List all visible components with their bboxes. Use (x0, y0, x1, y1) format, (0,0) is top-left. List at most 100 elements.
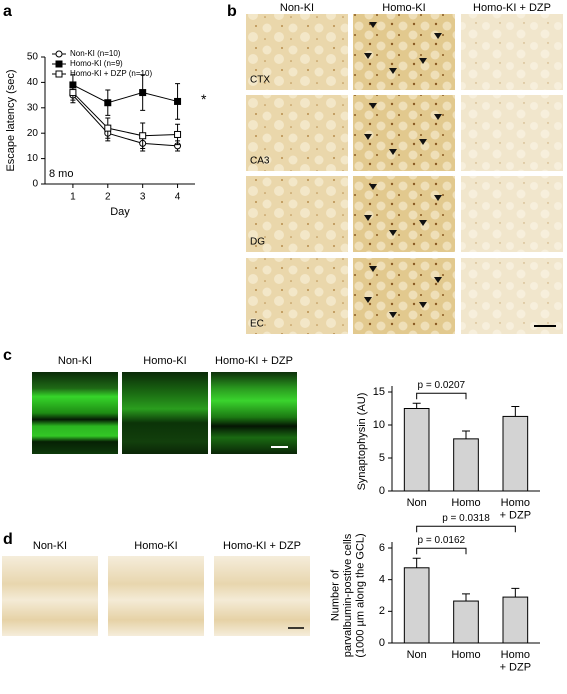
legend-marker (55, 60, 63, 68)
x-tick-label: 1 (70, 192, 76, 203)
image (461, 14, 563, 90)
arrowhead (389, 230, 397, 236)
arrowhead (419, 139, 427, 145)
bar (403, 567, 430, 644)
y-axis-label: Escape latency (sec) (5, 69, 17, 171)
bar (453, 600, 479, 644)
image (461, 95, 563, 171)
arrowhead (369, 103, 377, 109)
x-tick-label: Homo (451, 649, 480, 661)
image (461, 258, 563, 334)
legend-label: Homo-KI (n=9) (70, 59, 123, 68)
arrowhead (434, 277, 442, 283)
arrowhead (369, 184, 377, 190)
image (353, 258, 455, 334)
column-label: Non-KI (280, 2, 314, 14)
marker (104, 99, 112, 107)
image (32, 372, 118, 454)
image (246, 176, 348, 252)
x-tick-label: Homo (451, 497, 480, 509)
y-tick-label: 30 (27, 102, 39, 113)
arrowhead (364, 297, 372, 303)
image (108, 556, 204, 636)
error-bar (462, 430, 470, 439)
column-label: Homo-KI (382, 2, 425, 14)
series-line (72, 84, 178, 104)
row-label: CA3 (250, 156, 270, 167)
error-bar (511, 406, 520, 417)
y-axis-label: Number ofparvalbumin-postive cells(1000 … (329, 533, 366, 657)
panel-letter: a (3, 3, 12, 20)
image (211, 372, 297, 454)
image (2, 556, 98, 636)
arrowhead (419, 220, 427, 226)
image-label: Homo-KI (143, 355, 186, 367)
error-bar (412, 402, 421, 409)
bar (453, 438, 479, 492)
image (246, 258, 348, 334)
y-tick-label: 0 (379, 485, 385, 497)
arrowhead (434, 33, 442, 39)
image-label: Non-KI (58, 355, 92, 367)
marker (104, 124, 112, 132)
panel-b: Non-KI Homo-KI Homo-KI + DZP CTX CA3 DG … (246, 2, 563, 334)
arrowhead (434, 114, 442, 120)
x-tick-label: 3 (140, 192, 146, 203)
y-tick-label: 50 (27, 52, 39, 63)
series-line (72, 94, 178, 147)
annotation: 8 mo (49, 168, 73, 180)
image-label: Homo-KI + DZP (223, 540, 301, 552)
error-bar (412, 557, 421, 568)
x-tick-label: 4 (175, 192, 181, 203)
arrowhead (389, 68, 397, 74)
image (246, 95, 348, 171)
y-tick-label: 2 (379, 605, 385, 617)
marker (174, 97, 182, 105)
marker (139, 89, 147, 97)
image (353, 95, 455, 171)
y-axis-label: Synaptophysin (AU) (356, 393, 368, 491)
bar (403, 408, 430, 492)
arrowhead (434, 195, 442, 201)
y-tick-label: 4 (379, 574, 385, 586)
y-tick-label: 20 (27, 128, 39, 139)
image (353, 14, 455, 90)
x-tick-label: 2 (105, 192, 111, 203)
annotation: * (201, 91, 207, 107)
marker (69, 89, 77, 97)
arrowhead (364, 53, 372, 59)
row-label: CTX (250, 75, 270, 86)
image (461, 176, 563, 252)
bar (502, 415, 529, 492)
y-tick-label: 0 (379, 637, 385, 649)
panel-c-images: Non-KI Homo-KI Homo-KI + DZP (32, 355, 297, 454)
arrowhead (419, 302, 427, 308)
legend-marker (55, 50, 63, 58)
row-label: DG (250, 237, 265, 248)
image-label: Homo-KI + DZP (215, 355, 293, 367)
bar (502, 596, 529, 644)
column-label: Homo-KI + DZP (473, 2, 551, 14)
comparison-bracket (416, 547, 467, 555)
y-tick-label: 10 (27, 153, 39, 164)
image (353, 176, 455, 252)
y-tick-label: 0 (32, 179, 38, 190)
image (214, 556, 310, 636)
panel-letter: d (3, 531, 13, 548)
legend-label: Homo-KI + DZP (n=10) (70, 69, 152, 78)
arrowhead (364, 215, 372, 221)
comparison-label: p = 0.0318 (442, 513, 490, 524)
y-tick-label: 40 (27, 77, 39, 88)
error-bar (462, 593, 470, 602)
comparison-bracket (416, 392, 467, 400)
marker (174, 130, 182, 138)
x-tick-label: Non (407, 649, 427, 661)
arrowhead (369, 266, 377, 272)
y-tick-label: 10 (373, 419, 385, 431)
arrowhead (389, 312, 397, 318)
marker (139, 132, 147, 140)
y-tick-label: 6 (379, 542, 385, 554)
comparison-bracket (416, 525, 516, 533)
error-bar (511, 587, 520, 598)
